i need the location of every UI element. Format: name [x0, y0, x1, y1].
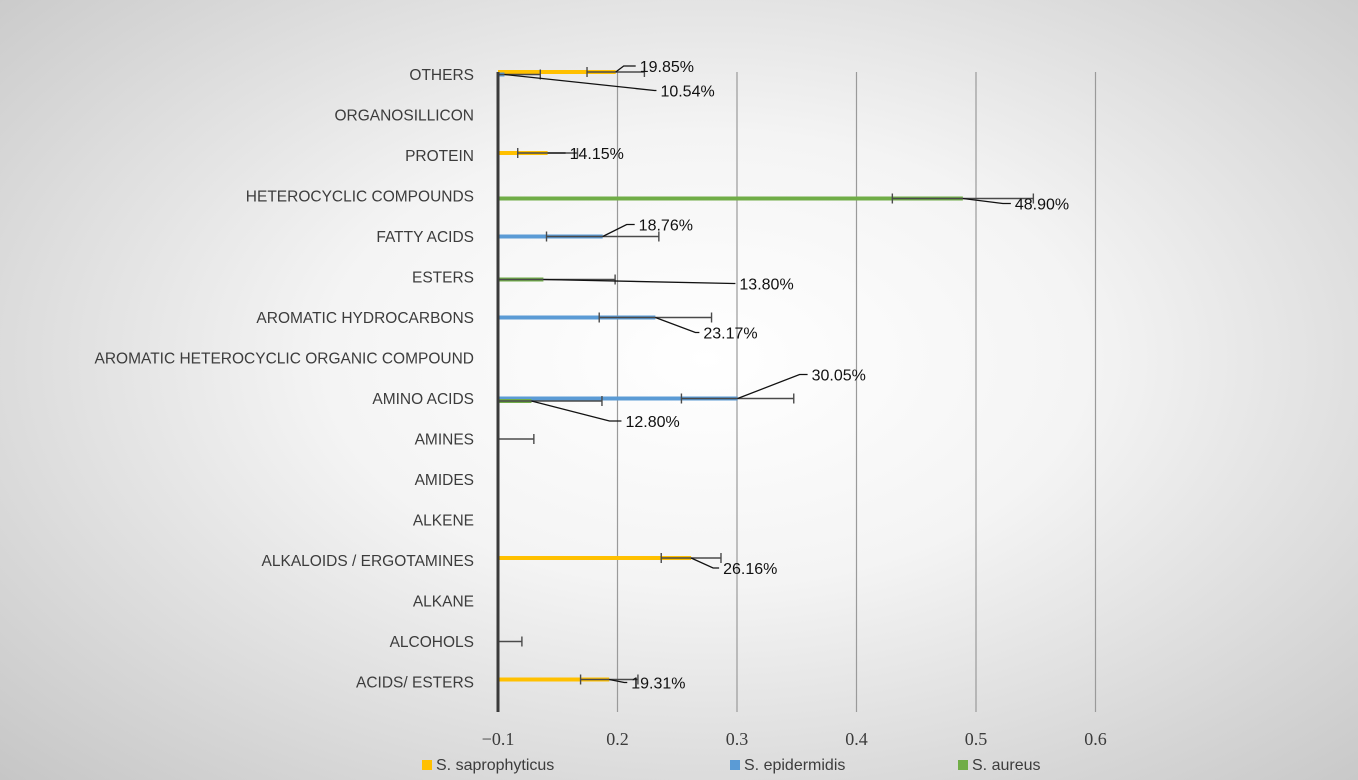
category-label: ALKENE — [413, 513, 474, 530]
data-label-leader — [690, 557, 720, 569]
data-label: 18.76% — [639, 218, 693, 235]
data-label: 13.80% — [739, 277, 793, 294]
data-label: 19.31% — [631, 676, 685, 693]
data-label-leader — [602, 223, 635, 238]
category-label: AROMATIC HETEROCYCLIC ORGANIC COMPOUND — [95, 351, 475, 368]
data-label-leader — [962, 197, 1011, 205]
category-label: FATTY ACIDS — [376, 229, 474, 246]
category-label: ALCOHOLS — [390, 634, 474, 651]
x-tick-label: 0.3 — [726, 729, 749, 749]
bar — [498, 70, 616, 74]
category-label: ESTERS — [412, 270, 474, 287]
gridlines — [616, 72, 1097, 712]
legend-item: S. saprophyticus — [422, 757, 554, 774]
legend-item: S. aureus — [958, 757, 1040, 774]
data-label: 26.16% — [723, 561, 777, 578]
legend-label: S. saprophyticus — [436, 757, 554, 774]
category-label: ALKALOIDS / ERGOTAMINES — [262, 553, 474, 570]
value-axis-ticks: −0.1 0.2 0.3 0.4 0.5 0.6 — [482, 729, 1107, 749]
category-label: ORGANOSILLICON — [334, 108, 474, 125]
data-label: 23.17% — [703, 326, 757, 343]
data-label: 10.54% — [660, 84, 714, 101]
bar — [498, 556, 692, 560]
category-label: OTHERS — [409, 67, 474, 84]
x-tick-label: 0.4 — [845, 729, 868, 749]
x-tick-label: 0.2 — [606, 729, 629, 749]
data-label: 19.85% — [640, 59, 694, 76]
bar — [498, 315, 656, 320]
legend-label: S. epidermidis — [744, 757, 845, 774]
data-label-leader — [531, 400, 622, 422]
legend-item: S. epidermidis — [730, 757, 845, 774]
category-label: AROMATIC HYDROCARBONS — [256, 310, 474, 327]
bar — [498, 396, 738, 401]
category-label: AMINO ACIDS — [372, 391, 474, 408]
data-labels: 19.85% 14.15% 26.16% 19.31% 10.54% 18.76% 23.1… — [504, 59, 1069, 693]
data-label: 12.80% — [625, 414, 679, 431]
data-label: 30.05% — [812, 368, 866, 385]
category-label: ALKANE — [413, 594, 474, 611]
x-tick-label: 0.6 — [1084, 729, 1107, 749]
bars — [498, 70, 963, 682]
bar — [498, 677, 610, 682]
category-labels: OTHERS ORGANOSILLICON PROTEIN HETEROCYCLIC … — [95, 67, 475, 692]
bar — [498, 196, 963, 201]
x-tick-label: −0.1 — [482, 729, 515, 749]
category-label: AMIDES — [415, 472, 474, 489]
data-label-leader — [737, 373, 808, 400]
category-label: PROTEIN — [405, 148, 474, 165]
x-tick-label: 0.5 — [965, 729, 988, 749]
category-label: HETEROCYCLIC COMPOUNDS — [246, 189, 474, 206]
legend-swatch — [730, 760, 740, 770]
category-label: ACIDS/ ESTERS — [356, 675, 474, 692]
data-label: 48.90% — [1015, 197, 1069, 214]
legend: S. saprophyticus S. epidermidis S. aureus — [422, 757, 1040, 774]
data-label: 14.15% — [570, 146, 624, 163]
data-label-leader — [615, 65, 636, 73]
legend-swatch — [958, 760, 968, 770]
data-label-leader — [543, 278, 736, 285]
data-label-leader — [504, 73, 657, 92]
data-label-leader — [655, 316, 700, 334]
category-label: AMINES — [415, 432, 474, 449]
legend-swatch — [422, 760, 432, 770]
legend-label: S. aureus — [972, 757, 1040, 774]
data-label-leader — [609, 678, 628, 684]
